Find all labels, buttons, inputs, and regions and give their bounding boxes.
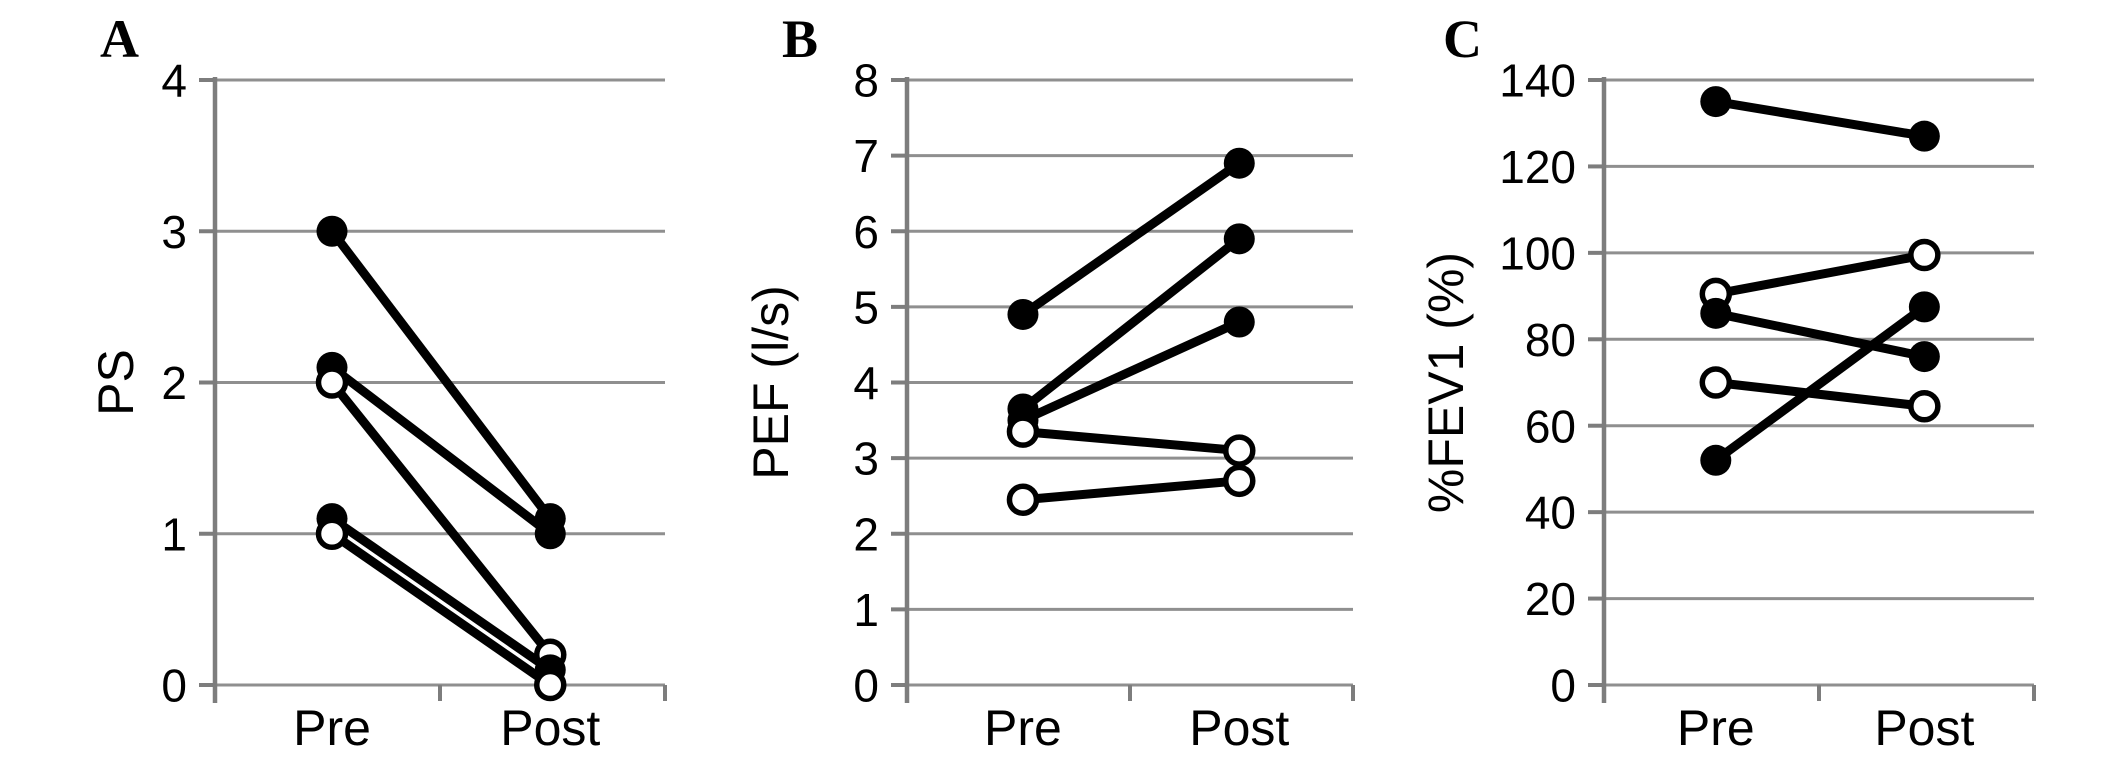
data-point-open [1908, 238, 1941, 272]
y-tick-label: 7 [853, 130, 879, 182]
panel-c-letter: C [1443, 9, 1482, 69]
panel-c-chart: 0 20 40 60 80 100 120 140 Pre Post %FEV1 (%) [1418, 55, 2036, 756]
x-category-label: Pre [984, 700, 1062, 756]
data-point-filled [1700, 297, 1732, 329]
y-tick-label: 2 [161, 357, 187, 409]
y-tick-label: 4 [161, 55, 187, 107]
x-category-label: Post [1189, 700, 1289, 756]
x-category-label: Pre [1677, 700, 1755, 756]
connector-line-filled-subject-3 [1713, 303, 1928, 464]
data-point-filled [1700, 86, 1732, 118]
y-tick-label: 80 [1525, 314, 1576, 366]
y-tick-label: 1 [853, 584, 879, 636]
y-tick-label: 3 [853, 433, 879, 485]
connector-line-open-subject-2 [1715, 378, 1925, 411]
connector-line-open-subject-1 [328, 379, 554, 658]
data-point-filled [1223, 223, 1255, 255]
panel-b-chart: 0 1 2 3 4 5 6 7 8 Pre Post PEF (l/s) [743, 55, 1355, 756]
connector-line-filled-subject-2 [1714, 308, 1926, 361]
connector-line-filled-subject-1 [328, 228, 554, 522]
y-tick-label: 3 [161, 206, 187, 258]
data-point-open [1908, 390, 1941, 423]
data-point-open [315, 366, 349, 399]
connector-line-open-subject-2 [1022, 476, 1240, 505]
y-tick-label: 0 [853, 660, 879, 712]
y-tick-label: 5 [853, 281, 879, 333]
y-tick-label: 1 [161, 508, 187, 560]
panel-b-letter: B [782, 9, 819, 69]
y-tick-label: 20 [1525, 573, 1576, 625]
data-point-filled [316, 215, 348, 247]
data-point-open [1006, 415, 1040, 448]
panel-a-letter: A [100, 9, 139, 69]
y-tick-label: 120 [1499, 141, 1576, 193]
connector-line-filled-subject-2 [1020, 235, 1243, 413]
y-tick-label: 100 [1499, 227, 1576, 279]
data-point-filled [534, 518, 566, 550]
data-point-filled [1007, 298, 1039, 330]
connector-line-open-subject-2 [329, 530, 553, 689]
y-tick-label: 2 [853, 508, 879, 560]
data-point-filled [1223, 306, 1255, 338]
data-point-filled [1908, 341, 1940, 373]
y-tick-label: 8 [853, 55, 879, 107]
connector-line-filled-subject-3 [1021, 317, 1242, 425]
connector-line-filled-subject-2 [329, 363, 553, 538]
panel-a-chart: 0 1 2 3 4 Pre Post PS [88, 55, 667, 756]
data-point-filled [1908, 291, 1940, 323]
data-point-open [315, 517, 349, 550]
connector-line-open-subject-1 [1022, 427, 1240, 456]
y-tick-label: 40 [1525, 487, 1576, 539]
connector-line-filled-subject-1 [1020, 159, 1242, 319]
data-point-filled [1908, 120, 1940, 152]
x-category-label: Post [500, 700, 600, 756]
data-point-filled [1223, 147, 1255, 179]
y-tick-label: 6 [853, 206, 879, 258]
y-axis-title: %FEV1 (%) [1418, 252, 1474, 513]
x-category-label: Post [1874, 700, 1974, 756]
y-tick-label: 0 [1550, 660, 1576, 712]
data-point-open [1699, 366, 1733, 399]
y-tick-label: 0 [161, 660, 187, 712]
y-tick-label: 60 [1525, 400, 1576, 452]
connector-line-open-subject-1 [1714, 250, 1926, 299]
connector-line-filled-subject-3 [329, 514, 553, 674]
data-point-filled [1700, 444, 1732, 476]
data-point-open [534, 668, 567, 702]
connector-line-filled-subject-1 [1715, 97, 1926, 141]
y-tick-label: 140 [1499, 55, 1576, 107]
y-axis-title: PS [88, 349, 144, 416]
data-point-open [1006, 483, 1040, 516]
data-point-open [1223, 434, 1256, 467]
y-tick-label: 4 [853, 357, 879, 409]
data-point-open [1223, 464, 1256, 498]
x-category-label: Pre [293, 700, 371, 756]
y-axis-title: PEF (l/s) [743, 285, 799, 479]
